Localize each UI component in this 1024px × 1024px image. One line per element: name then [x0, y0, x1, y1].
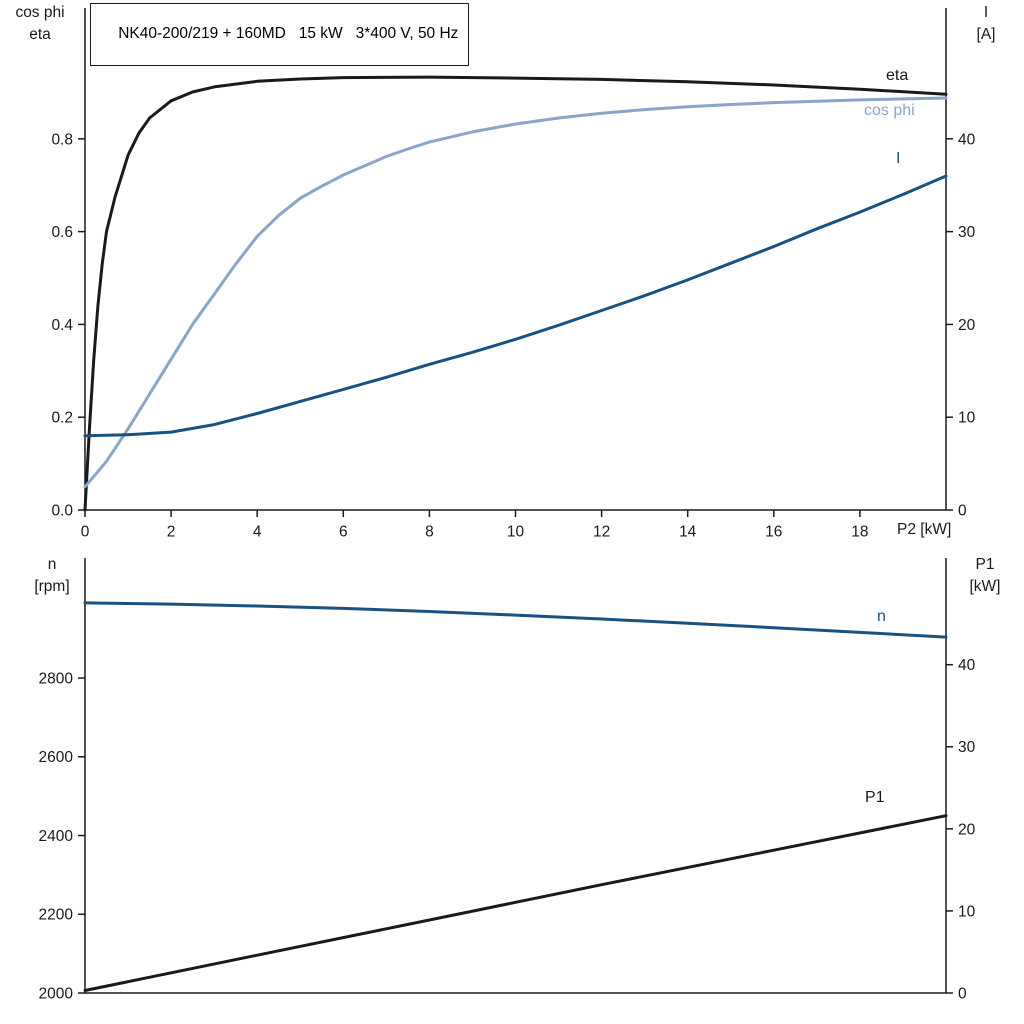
svg-text:16: 16: [765, 523, 782, 540]
svg-text:8: 8: [425, 523, 434, 540]
svg-text:0.2: 0.2: [51, 410, 73, 427]
svg-text:0: 0: [958, 985, 967, 1002]
svg-text:20: 20: [958, 821, 976, 838]
curve-label-current: I: [896, 150, 901, 167]
svg-text:2400: 2400: [39, 828, 74, 845]
svg-text:30: 30: [958, 224, 976, 241]
chart-title-text: NK40-200/219 + 160MD 15 kW 3*400 V, 50 H…: [118, 25, 459, 42]
left-axis-label-eta: eta: [29, 26, 51, 43]
svg-text:30: 30: [958, 739, 976, 756]
svg-text:2200: 2200: [39, 907, 74, 924]
right-axis-label-unit-amps: [A]: [976, 26, 996, 43]
top-left-axis-title: cos phi eta: [0, 2, 80, 46]
svg-text:0: 0: [81, 523, 90, 540]
svg-text:6: 6: [339, 523, 348, 540]
right-axis-label-p1: P1: [975, 556, 995, 573]
svg-text:2600: 2600: [39, 749, 74, 766]
curve-label-p1: P1: [865, 789, 885, 806]
svg-text:20: 20: [958, 317, 976, 334]
svg-text:12: 12: [593, 523, 610, 540]
svg-text:2800: 2800: [39, 670, 74, 687]
x-axis-title-p2: P2 [kW]: [897, 521, 952, 538]
bottom-left-axis-title: n [rpm]: [18, 554, 86, 598]
svg-text:0.4: 0.4: [51, 317, 73, 334]
curve-label-cosphi: cos phi: [864, 102, 915, 119]
svg-text:4: 4: [253, 523, 262, 540]
svg-text:0.6: 0.6: [51, 224, 73, 241]
curve-label-eta: eta: [886, 67, 909, 84]
right-axis-label-unit-kw: [kW]: [969, 578, 1001, 595]
bottom-right-axis-title: P1 [kW]: [952, 554, 1018, 598]
svg-text:0.8: 0.8: [51, 131, 73, 148]
svg-text:0.0: 0.0: [51, 502, 73, 519]
svg-text:18: 18: [851, 523, 868, 540]
svg-text:10: 10: [507, 523, 525, 540]
top-right-axis-title: I [A]: [954, 2, 1018, 46]
right-axis-label-current: I: [983, 4, 989, 21]
svg-text:10: 10: [958, 903, 976, 920]
svg-text:2000: 2000: [39, 985, 74, 1002]
svg-text:10: 10: [958, 410, 976, 427]
svg-text:40: 40: [958, 131, 976, 148]
left-axis-label-cosphi: cos phi: [15, 4, 65, 21]
svg-text:40: 40: [958, 657, 976, 674]
left-axis-label-n: n: [47, 556, 57, 573]
left-axis-label-unit-rpm: [rpm]: [34, 578, 70, 595]
svg-text:14: 14: [679, 523, 697, 540]
svg-text:0: 0: [958, 502, 967, 519]
chart-title-box: NK40-200/219 + 160MD 15 kW 3*400 V, 50 H…: [90, 3, 470, 66]
svg-text:2: 2: [167, 523, 176, 540]
curve-label-n: n: [877, 608, 886, 625]
